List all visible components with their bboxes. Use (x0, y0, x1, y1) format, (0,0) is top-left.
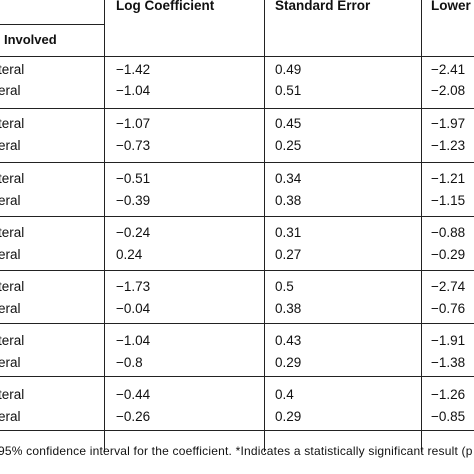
lower-bound-cell: −1.91 (431, 333, 466, 348)
row-label: eral (0, 83, 21, 98)
standard-error-cell: 0.29 (275, 355, 302, 370)
standard-error-cell: 0.4 (275, 387, 294, 402)
row-label: eral (0, 193, 21, 208)
group-divider (0, 216, 474, 217)
row-label: teral (0, 333, 25, 348)
log-coefficient-cell: −0.04 (116, 301, 151, 316)
group-divider (0, 323, 474, 324)
log-coefficient-cell: 0.24 (116, 247, 143, 262)
group-divider (0, 376, 474, 377)
standard-error-cell: 0.38 (275, 301, 302, 316)
row-group-header: · Involved (0, 32, 57, 47)
log-coefficient-cell: −0.44 (116, 387, 151, 402)
lower-bound-cell: −1.21 (431, 171, 466, 186)
group-divider (0, 270, 474, 271)
table-bottom-border (0, 430, 474, 431)
standard-error-cell: 0.5 (275, 279, 294, 294)
lower-bound-cell: −2.41 (431, 62, 466, 77)
column-header-log-coefficient: Log Coefficient (116, 0, 215, 13)
log-coefficient-cell: −0.26 (116, 409, 151, 424)
row-label: teral (0, 116, 25, 131)
lower-bound-cell: −0.76 (431, 301, 466, 316)
standard-error-cell: 0.45 (275, 116, 302, 131)
log-coefficient-cell: −0.8 (116, 355, 143, 370)
column-divider (104, 0, 105, 452)
standard-error-cell: 0.31 (275, 225, 302, 240)
log-coefficient-cell: −1.04 (116, 333, 151, 348)
standard-error-cell: 0.43 (275, 333, 302, 348)
log-coefficient-cell: −0.39 (116, 193, 151, 208)
log-coefficient-cell: −0.51 (116, 171, 151, 186)
row-label: eral (0, 247, 21, 262)
standard-error-cell: 0.49 (275, 62, 302, 77)
subheader-divider (0, 24, 104, 25)
row-label: teral (0, 225, 25, 240)
lower-bound-cell: −1.15 (431, 193, 466, 208)
group-divider (0, 108, 474, 109)
lower-bound-cell: −1.23 (431, 138, 466, 153)
group-divider (0, 162, 474, 163)
log-coefficient-cell: −1.73 (116, 279, 151, 294)
header-divider (0, 56, 474, 57)
column-divider (421, 0, 422, 452)
log-coefficient-cell: −0.73 (116, 138, 151, 153)
lower-bound-cell: −0.85 (431, 409, 466, 424)
row-label: eral (0, 301, 21, 316)
standard-error-cell: 0.29 (275, 409, 302, 424)
row-label: teral (0, 279, 25, 294)
standard-error-cell: 0.51 (275, 83, 302, 98)
column-header-lower: Lower (431, 0, 471, 13)
lower-bound-cell: −1.26 (431, 387, 466, 402)
row-label: teral (0, 171, 25, 186)
column-header-standard-error: Standard Error (275, 0, 371, 13)
log-coefficient-cell: −1.04 (116, 83, 151, 98)
log-coefficient-cell: −1.42 (116, 62, 151, 77)
log-coefficient-cell: −0.24 (116, 225, 151, 240)
column-divider (264, 0, 265, 452)
standard-error-cell: 0.25 (275, 138, 302, 153)
lower-bound-cell: −1.38 (431, 355, 466, 370)
lower-bound-cell: −1.97 (431, 116, 466, 131)
lower-bound-cell: −0.29 (431, 247, 466, 262)
standard-error-cell: 0.27 (275, 247, 302, 262)
table-footnote: 95% confidence interval for the coeffici… (0, 444, 474, 458)
row-label: teral (0, 62, 25, 77)
row-label: eral (0, 355, 21, 370)
row-label: eral (0, 138, 21, 153)
lower-bound-cell: −2.74 (431, 279, 466, 294)
lower-bound-cell: −0.88 (431, 225, 466, 240)
standard-error-cell: 0.34 (275, 171, 302, 186)
lower-bound-cell: −2.08 (431, 83, 466, 98)
log-coefficient-cell: −1.07 (116, 116, 151, 131)
standard-error-cell: 0.38 (275, 193, 302, 208)
row-label: eral (0, 409, 21, 424)
row-label: teral (0, 387, 25, 402)
